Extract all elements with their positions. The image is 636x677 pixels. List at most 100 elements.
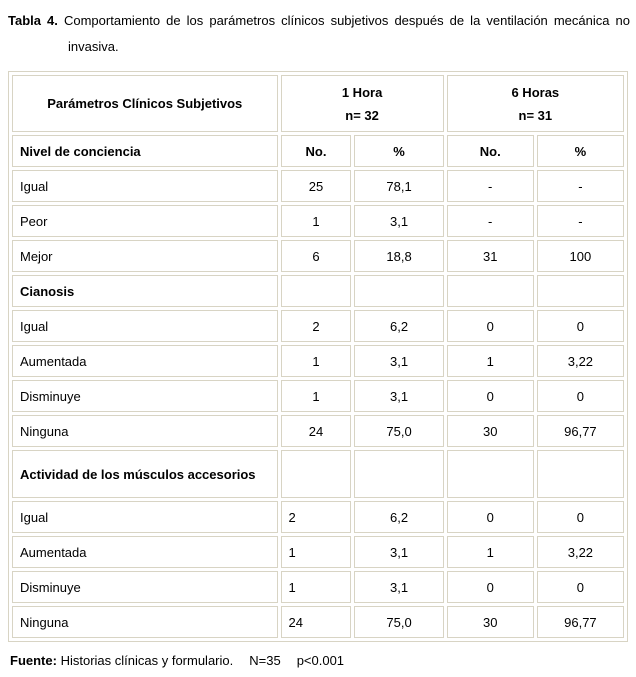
header-row: Parámetros Clínicos Subjetivos 1 Hora n=… xyxy=(12,75,624,132)
cell-no-6h: 0 xyxy=(446,380,534,412)
section-cianosis: Cianosis xyxy=(12,275,278,307)
p-value: p<0.001 xyxy=(296,653,345,668)
cell-no-6h: 31 xyxy=(446,240,534,272)
table-row: Igual 25 78,1 - - xyxy=(12,170,624,202)
clinical-parameters-table: Parámetros Clínicos Subjetivos 1 Hora n=… xyxy=(8,71,628,642)
cell-pct-1h: 3,1 xyxy=(354,205,444,237)
cell-label: Igual xyxy=(12,310,278,342)
cell-label: Mejor xyxy=(12,240,278,272)
source-footnote: Fuente: Historias clínicas y formulario.… xyxy=(10,653,636,668)
cell-label: Peor xyxy=(12,205,278,237)
table-row: Igual 2 6,2 0 0 xyxy=(12,501,624,533)
cell-no-1h: 2 xyxy=(280,501,352,533)
cell-no-1h: 1 xyxy=(280,380,352,412)
cell-label: Igual xyxy=(12,170,278,202)
cell-no-1h: 25 xyxy=(280,170,352,202)
cell-no-6h: 0 xyxy=(446,501,534,533)
cell-label: Disminuye xyxy=(12,380,278,412)
table-row: Ninguna 24 75,0 30 96,77 xyxy=(12,415,624,447)
cell-pct-6h: - xyxy=(536,170,624,202)
cell-label: Igual xyxy=(12,501,278,533)
cell-pct-6h: 100 xyxy=(536,240,624,272)
cell-pct-1h: 3,1 xyxy=(354,536,444,568)
cell-no-6h: 30 xyxy=(446,606,534,638)
cell-pct-6h: 96,77 xyxy=(536,415,624,447)
col-header-pct-6h: % xyxy=(536,135,624,167)
cell-no-1h: 6 xyxy=(280,240,352,272)
cell-pct-6h: - xyxy=(536,205,624,237)
subheader-row: Nivel de conciencia No. % No. % xyxy=(12,135,624,167)
header-parameters: Parámetros Clínicos Subjetivos xyxy=(12,75,278,132)
cell-pct-6h: 0 xyxy=(536,501,624,533)
cell-no-6h: - xyxy=(446,205,534,237)
cell-pct-1h: 78,1 xyxy=(354,170,444,202)
cell-no-6h: 1 xyxy=(446,536,534,568)
cell-no-6h: 0 xyxy=(446,571,534,603)
cell-no-1h: 1 xyxy=(280,345,352,377)
cell-no-6h: 0 xyxy=(446,310,534,342)
table-caption: Tabla 4. Comportamiento de los parámetro… xyxy=(8,8,630,60)
cell-pct-6h: 3,22 xyxy=(536,536,624,568)
cell-pct-6h: 0 xyxy=(536,380,624,412)
cell-label: Ninguna xyxy=(12,606,278,638)
table-row: Aumentada 1 3,1 1 3,22 xyxy=(12,536,624,568)
col-header-no-6h: No. xyxy=(446,135,534,167)
cell-empty xyxy=(280,450,352,498)
cell-empty xyxy=(446,275,534,307)
cell-no-1h: 24 xyxy=(280,415,352,447)
cell-no-6h: 1 xyxy=(446,345,534,377)
cell-no-1h: 2 xyxy=(280,310,352,342)
cell-pct-1h: 18,8 xyxy=(354,240,444,272)
col-header-pct-1h: % xyxy=(354,135,444,167)
cell-pct-6h: 0 xyxy=(536,571,624,603)
table-row: Peor 1 3,1 - - xyxy=(12,205,624,237)
section-nivel-de-conciencia: Nivel de conciencia xyxy=(12,135,278,167)
cell-pct-1h: 75,0 xyxy=(354,606,444,638)
table-row: Ninguna 24 75,0 30 96,77 xyxy=(12,606,624,638)
section-row: Cianosis xyxy=(12,275,624,307)
cell-pct-1h: 3,1 xyxy=(354,345,444,377)
cell-empty xyxy=(280,275,352,307)
header-group-1-hora: 1 Hora n= 32 xyxy=(280,75,444,132)
cell-pct-6h: 3,22 xyxy=(536,345,624,377)
table-row: Disminuye 1 3,1 0 0 xyxy=(12,380,624,412)
col-header-no-1h: No. xyxy=(280,135,352,167)
cell-pct-1h: 75,0 xyxy=(354,415,444,447)
cell-pct-1h: 6,2 xyxy=(354,310,444,342)
cell-pct-1h: 3,1 xyxy=(354,571,444,603)
cell-no-1h: 1 xyxy=(280,205,352,237)
cell-label: Aumentada xyxy=(12,345,278,377)
cell-label: Ninguna xyxy=(12,415,278,447)
cell-empty xyxy=(536,275,624,307)
sample-size: N=35 xyxy=(249,653,281,668)
table-row: Mejor 6 18,8 31 100 xyxy=(12,240,624,272)
group-1-n: n= 32 xyxy=(345,107,379,123)
cell-no-1h: 1 xyxy=(280,536,352,568)
cell-pct-6h: 0 xyxy=(536,310,624,342)
cell-empty xyxy=(354,275,444,307)
cell-label: Disminuye xyxy=(12,571,278,603)
cell-no-1h: 1 xyxy=(280,571,352,603)
group-1-title: 1 Hora xyxy=(341,84,383,100)
table-row: Aumentada 1 3,1 1 3,22 xyxy=(12,345,624,377)
cell-no-6h: 30 xyxy=(446,415,534,447)
table-row: Disminuye 1 3,1 0 0 xyxy=(12,571,624,603)
caption-text: Comportamiento de los parámetros clínico… xyxy=(63,13,631,54)
cell-no-6h: - xyxy=(446,170,534,202)
group-2-title: 6 Horas xyxy=(511,84,560,100)
cell-no-1h: 24 xyxy=(280,606,352,638)
cell-pct-1h: 6,2 xyxy=(354,501,444,533)
source-text: Historias clínicas y formulario. xyxy=(60,653,234,668)
cell-empty xyxy=(536,450,624,498)
table-row: Igual 2 6,2 0 0 xyxy=(12,310,624,342)
source-label: Fuente: xyxy=(10,653,57,668)
cell-empty xyxy=(354,450,444,498)
header-group-6-horas: 6 Horas n= 31 xyxy=(446,75,624,132)
cell-label: Aumentada xyxy=(12,536,278,568)
caption-number: Tabla 4. xyxy=(8,13,58,28)
group-2-n: n= 31 xyxy=(518,107,553,123)
section-actividad-musculos: Actividad de los músculos accesorios xyxy=(12,450,278,498)
cell-pct-6h: 96,77 xyxy=(536,606,624,638)
cell-empty xyxy=(446,450,534,498)
